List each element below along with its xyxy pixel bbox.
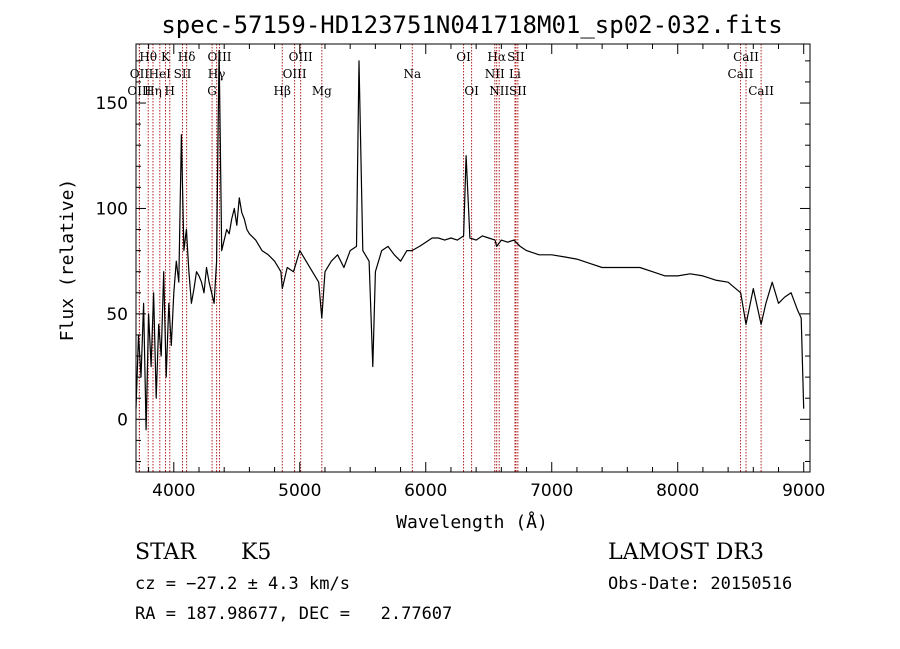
redshift-text: cz = −27.2 ± 4.3 km/s [135, 574, 350, 594]
axes: 4000 5000 6000 7000 8000 9000 0 50 100 150 [96, 44, 825, 501]
line-marker-label-0: Hθ [139, 50, 157, 64]
x-tick-label-2: 6000 [404, 481, 447, 501]
line-marker-label-2: OIII [127, 84, 151, 98]
line-marker-label-22: Li [509, 67, 521, 81]
line-marker-label-13: OIII [283, 67, 307, 81]
line-marker-label-4: K [161, 50, 171, 64]
line-marker-label-17: OI [456, 50, 471, 64]
line-marker-label-12: OIII [289, 50, 313, 64]
x-tick-label-5: 9000 [782, 481, 825, 501]
y-tick-label-0: 0 [117, 410, 128, 430]
line-marker-label-3: Hη [144, 84, 162, 98]
line-marker-label-27: CaII [748, 84, 774, 98]
x-tick-label-1: 5000 [278, 481, 321, 501]
x-tick-label-3: 7000 [530, 481, 573, 501]
survey-name: LAMOST DR3 [608, 540, 764, 565]
line-marker-label-23: NII [489, 84, 509, 98]
x-axis-label: Wavelength (Å) [396, 511, 548, 533]
line-marker-label-20: SII [507, 50, 525, 64]
plot-frame [135, 43, 811, 473]
line-marker-label-16: Na [403, 67, 421, 81]
spectrum-series-0 [135, 49, 805, 431]
line-marker-label-24: SII [509, 84, 527, 98]
line-marker-label-15: Mg [312, 84, 332, 98]
obs-date: Obs-Date: 20150516 [608, 574, 793, 594]
chart-title: spec-57159-HD123751N041718M01_sp02-032.f… [161, 11, 782, 39]
line-marker-label-8: SII [174, 67, 192, 81]
object-class: STAR [135, 540, 196, 565]
y-tick-label-3: 150 [96, 94, 128, 114]
y-tick-label-1: 50 [106, 305, 128, 325]
line-marker-label-14: Hβ [274, 84, 291, 98]
x-tick-label-4: 8000 [656, 481, 699, 501]
line-marker-label-5: HeI [149, 67, 172, 81]
line-marker-label-21: NII [485, 67, 505, 81]
line-marker-label-19: Hα [487, 50, 506, 64]
line-marker-label-26: CaII [728, 67, 754, 81]
coordinates: RA = 187.98677, DEC = 2.77607 [135, 604, 453, 624]
line-marker-label-11: G [207, 84, 217, 98]
plot-area [135, 49, 805, 431]
x-tick-label-0: 4000 [152, 481, 195, 501]
y-tick-label-2: 100 [96, 199, 128, 219]
line-marker-label-10: Hγ [208, 67, 226, 81]
y-axis-label: Flux (relative) [57, 179, 78, 342]
line-marker-label-6: H [165, 84, 175, 98]
line-marker-label-7: Hδ [178, 50, 196, 64]
line-marker-label-18: OI [464, 84, 479, 98]
subclass: K5 [241, 540, 272, 565]
line-marker-label-25: CaII [733, 50, 759, 64]
